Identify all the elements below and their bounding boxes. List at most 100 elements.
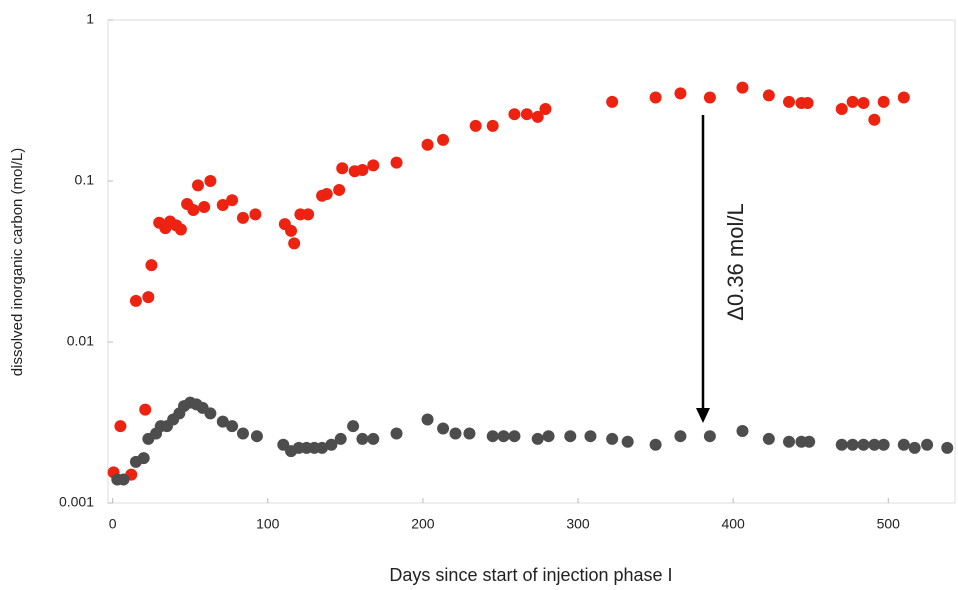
y-tick-label: 0.1 <box>75 172 95 188</box>
point <box>204 175 217 187</box>
point <box>564 430 577 443</box>
point <box>216 415 229 428</box>
point <box>674 87 687 100</box>
x-axis-label: Days since start of injection phase I <box>389 565 672 585</box>
point <box>367 159 380 172</box>
x-tick-label: 300 <box>566 516 590 532</box>
point <box>649 91 662 104</box>
point <box>703 91 716 104</box>
point <box>606 432 619 445</box>
point <box>334 432 347 445</box>
point <box>621 435 634 448</box>
point <box>857 97 870 110</box>
point <box>356 164 369 177</box>
point <box>145 259 158 272</box>
point <box>908 441 921 454</box>
point <box>783 95 796 108</box>
point <box>142 291 155 304</box>
point <box>187 204 200 217</box>
point <box>356 432 369 445</box>
point <box>226 194 239 207</box>
point <box>486 430 499 443</box>
point <box>584 430 597 443</box>
point <box>437 422 450 435</box>
point <box>191 179 204 192</box>
point <box>117 473 130 486</box>
point <box>285 224 298 237</box>
point <box>649 438 662 451</box>
point <box>249 208 262 221</box>
point <box>801 97 814 110</box>
point <box>204 407 217 420</box>
y-tick-label: 0.01 <box>67 333 94 349</box>
point <box>390 156 403 169</box>
y-axis-label: dissolved inorganic carbon (mol/L) <box>9 148 26 376</box>
point <box>114 420 127 433</box>
point <box>877 95 890 108</box>
point <box>783 435 796 448</box>
point <box>198 200 211 213</box>
point <box>846 438 859 451</box>
point <box>868 113 881 126</box>
point <box>877 438 890 451</box>
plot-frame <box>107 19 956 504</box>
point <box>835 103 848 116</box>
point <box>542 430 555 443</box>
point <box>390 427 403 440</box>
point <box>921 438 934 451</box>
point <box>531 110 544 123</box>
arrow-head <box>696 408 710 423</box>
x-tick-label: 500 <box>877 516 901 532</box>
point <box>302 208 315 221</box>
x-tick-label: 200 <box>411 516 435 532</box>
point <box>941 441 954 454</box>
point <box>437 133 450 146</box>
point <box>803 435 816 448</box>
point <box>226 420 239 433</box>
point <box>216 198 229 211</box>
point <box>421 138 434 151</box>
point <box>250 430 263 443</box>
point <box>463 427 476 440</box>
point <box>367 432 380 445</box>
point <box>236 211 249 224</box>
point <box>835 438 848 451</box>
point <box>137 452 150 465</box>
point <box>469 119 482 132</box>
point <box>325 438 338 451</box>
x-tick-label: 400 <box>721 516 745 532</box>
point <box>868 438 881 451</box>
point <box>736 81 749 94</box>
y-tick-label: 0.001 <box>59 494 94 510</box>
x-tick-label: 0 <box>109 516 117 532</box>
point <box>539 103 552 116</box>
point <box>421 413 434 426</box>
point <box>320 188 333 201</box>
point <box>857 438 870 451</box>
point <box>288 237 301 250</box>
x-tick-label: 100 <box>256 516 280 532</box>
point <box>736 425 749 438</box>
point <box>236 427 249 440</box>
point <box>606 95 619 108</box>
point <box>846 95 859 108</box>
point <box>139 403 152 416</box>
point <box>486 119 499 132</box>
annotation: Δ0.36 mol/L <box>723 203 748 320</box>
y-tick-label: 1 <box>86 11 94 27</box>
point <box>897 438 910 451</box>
point <box>762 89 775 102</box>
point <box>520 108 533 121</box>
point <box>497 430 510 443</box>
point <box>449 427 462 440</box>
point <box>762 432 775 445</box>
point <box>897 91 910 104</box>
point <box>336 162 349 175</box>
point <box>347 420 360 433</box>
point <box>508 430 521 443</box>
point <box>531 432 544 445</box>
point <box>674 430 687 443</box>
point <box>174 223 187 236</box>
